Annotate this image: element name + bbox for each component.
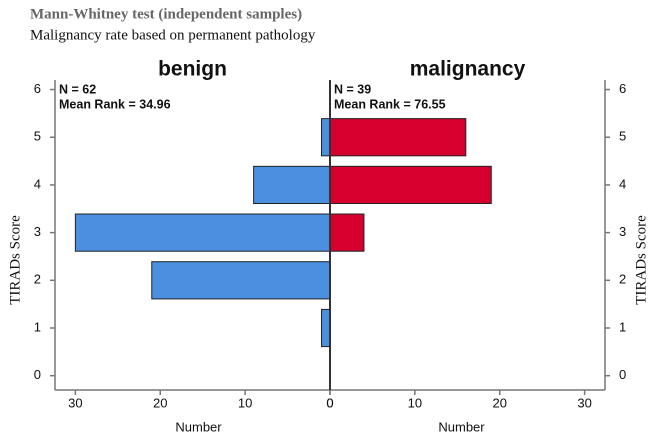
x-tick-label: 0 bbox=[326, 395, 333, 410]
x-tick-label: 20 bbox=[493, 395, 507, 410]
y-axis-label: TIRADs Score bbox=[7, 215, 23, 305]
y-tick-label: 6 bbox=[34, 81, 41, 96]
y-tick-label: 2 bbox=[619, 272, 626, 287]
bar bbox=[151, 261, 331, 300]
y-tick-label: 4 bbox=[34, 176, 41, 191]
annotation: Mean Rank = 34.96 bbox=[59, 97, 171, 111]
bar bbox=[329, 118, 467, 157]
x-axis-label: Number bbox=[175, 419, 222, 434]
bar bbox=[253, 165, 331, 205]
y-tick-label: 1 bbox=[34, 319, 41, 334]
chart-title: Mann-Whitney test (independent samples) bbox=[30, 6, 302, 22]
bar bbox=[329, 165, 492, 205]
bar bbox=[329, 213, 365, 252]
y-tick-label: 1 bbox=[619, 319, 626, 334]
series-header: malignancy bbox=[410, 58, 526, 81]
y-tick-label: 3 bbox=[34, 224, 41, 239]
series-header: benign bbox=[158, 58, 227, 81]
annotation: N = 39 bbox=[334, 82, 371, 96]
chart-subtitle: Malignancy rate based on permanent patho… bbox=[30, 27, 316, 43]
x-tick-label: 30 bbox=[68, 395, 82, 410]
x-tick-label: 10 bbox=[408, 395, 422, 410]
bar bbox=[321, 118, 331, 157]
x-tick-label: 10 bbox=[238, 395, 252, 410]
y-tick-label: 0 bbox=[34, 367, 41, 382]
x-tick-label: 20 bbox=[153, 395, 167, 410]
x-tick-label: 30 bbox=[577, 395, 591, 410]
y-tick-label: 6 bbox=[619, 81, 626, 96]
x-axis-label: Number bbox=[438, 419, 485, 434]
y-tick-label: 2 bbox=[34, 272, 41, 287]
annotation: N = 62 bbox=[59, 82, 96, 96]
y-tick-label: 4 bbox=[619, 176, 626, 191]
y-axis-label: TIRADs Score bbox=[633, 215, 649, 305]
bar bbox=[321, 308, 331, 348]
y-tick-label: 0 bbox=[619, 367, 626, 382]
x-tick-label: 0 bbox=[326, 395, 333, 410]
bar bbox=[74, 213, 331, 252]
y-tick-label: 3 bbox=[619, 224, 626, 239]
y-tick-label: 5 bbox=[34, 129, 41, 144]
annotation: Mean Rank = 76.55 bbox=[334, 97, 446, 111]
y-tick-label: 5 bbox=[619, 129, 626, 144]
